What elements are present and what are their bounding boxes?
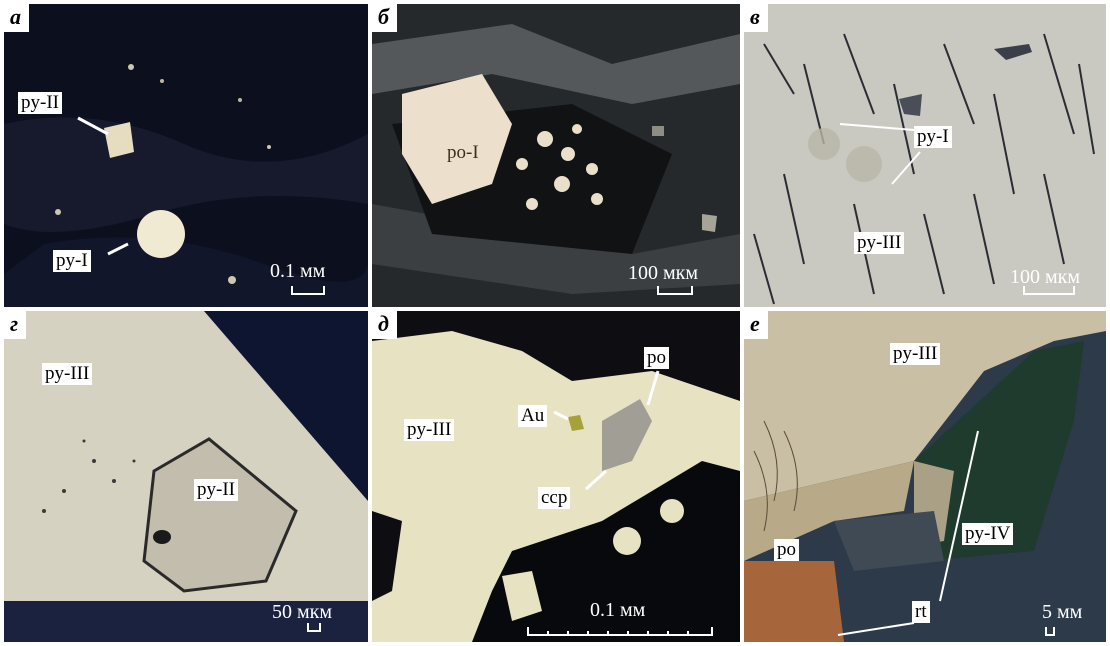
mineral-label: rt xyxy=(912,601,930,623)
panel-g-letter: г xyxy=(4,311,27,339)
mineral-label: py-III xyxy=(404,419,455,441)
mineral-label: py-III xyxy=(42,363,93,385)
mineral-label: py-I xyxy=(914,126,952,148)
mineral-label: py-IV xyxy=(962,523,1014,545)
panel-a-letter: а xyxy=(4,4,29,32)
mineral-label: py-I xyxy=(53,250,91,272)
mineral-label: py-III xyxy=(890,343,941,365)
panel-b-letter: б xyxy=(372,4,397,32)
mineral-label: py-II xyxy=(194,479,238,501)
mineral-label: ccp xyxy=(538,487,571,509)
mineral-label: py-III xyxy=(854,232,905,254)
mineral-label: py-II xyxy=(18,92,62,114)
scale-label: 100 мкм xyxy=(628,262,699,284)
micrograph-g xyxy=(4,311,368,642)
panel-a: а py-II py-I 0.1 мм xyxy=(4,4,368,307)
panel-d: д py-III Au po ccp 0.1 мм xyxy=(372,311,740,642)
scale-label: 0.1 мм xyxy=(270,260,326,282)
mineral-label: po xyxy=(644,347,669,369)
scale-label: 100 мкм xyxy=(1010,266,1081,288)
micrograph-b xyxy=(372,4,740,307)
panel-d-letter: д xyxy=(372,311,397,339)
panel-g: г py-III py-II 50 мкм xyxy=(4,311,368,642)
micrograph-v xyxy=(744,4,1106,307)
panel-v: в py-I py-III 100 мкм xyxy=(744,4,1106,307)
mineral-label: Au xyxy=(518,405,548,427)
scale-label: 5 мм xyxy=(1042,601,1083,623)
panel-e: е py-III po py-IV rt 5 мм xyxy=(744,311,1106,642)
mineral-label: po-I xyxy=(447,142,479,163)
mineral-label: po xyxy=(774,539,799,561)
panel-b: б po-I 100 мкм xyxy=(372,4,740,307)
scale-label: 0.1 мм xyxy=(590,599,646,621)
scale-label: 50 мкм xyxy=(272,601,333,623)
photo-e xyxy=(744,311,1106,642)
panel-v-letter: в xyxy=(744,4,768,32)
micrograph-d xyxy=(372,311,740,642)
panel-e-letter: е xyxy=(744,311,768,339)
